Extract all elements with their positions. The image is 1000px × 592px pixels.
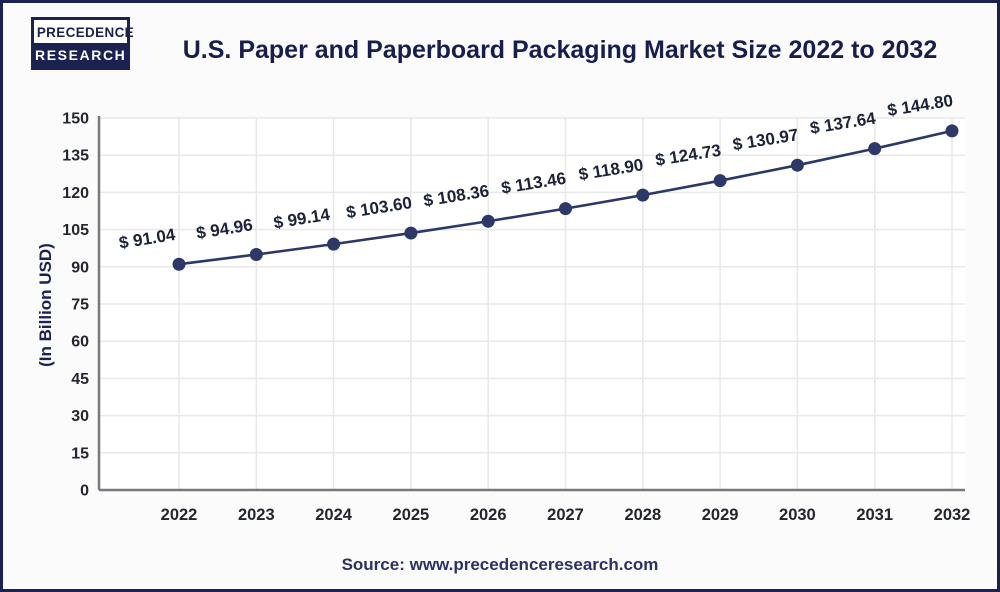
x-tick-label: 2027 [547, 506, 584, 524]
y-tick-label: 75 [71, 297, 89, 314]
data-point [249, 247, 263, 261]
precedence-research-logo: PRECEDENCE RESEARCH [31, 17, 134, 70]
source-credit: Source: www.precedenceresearch.com [341, 555, 659, 574]
x-tick-label: 2026 [470, 506, 507, 524]
x-tick-label: 2023 [238, 506, 275, 524]
y-tick-label: 120 [62, 185, 89, 202]
data-point [945, 124, 959, 138]
x-tick-label: 2031 [856, 506, 893, 524]
y-tick-label: 60 [71, 334, 89, 351]
x-tick-label: 2022 [161, 506, 198, 524]
logo-text-research: RESEARCH [34, 43, 127, 67]
x-tick-label: 2028 [624, 506, 661, 524]
y-tick-label: 105 [62, 222, 89, 239]
data-point [327, 237, 341, 251]
data-point [790, 158, 804, 172]
chart-title: U.S. Paper and Paperboard Packaging Mark… [182, 36, 938, 64]
y-tick-label: 0 [80, 483, 89, 500]
data-point [559, 202, 572, 216]
data-point [636, 188, 650, 202]
data-point [713, 174, 727, 188]
y-tick-label: 150 [62, 111, 89, 128]
data-point [172, 257, 186, 271]
y-tick-label: 30 [71, 408, 89, 425]
y-tick-label: 45 [71, 371, 89, 388]
x-tick-label: 2029 [702, 506, 739, 524]
x-tick-label: 2025 [393, 506, 430, 524]
x-tick-label: 2032 [934, 506, 971, 524]
x-tick-label: 2030 [779, 506, 816, 524]
y-tick-label: 15 [71, 445, 89, 462]
y-tick-label: 90 [71, 259, 89, 276]
line-chart: 0 15 30 45 60 75 90 105 120 135 150 2022 2023 2024 202… [62, 91, 971, 524]
data-point [868, 142, 882, 156]
data-point [481, 214, 495, 228]
y-axis-title: (In Billion USD) [36, 243, 55, 367]
logo-text-precedence: PRECEDENCE [35, 20, 134, 43]
data-point [404, 226, 418, 240]
x-tick-label: 2024 [315, 506, 353, 524]
data-point-label: $ 144.80 [886, 91, 954, 120]
y-tick-label: 135 [62, 148, 89, 165]
